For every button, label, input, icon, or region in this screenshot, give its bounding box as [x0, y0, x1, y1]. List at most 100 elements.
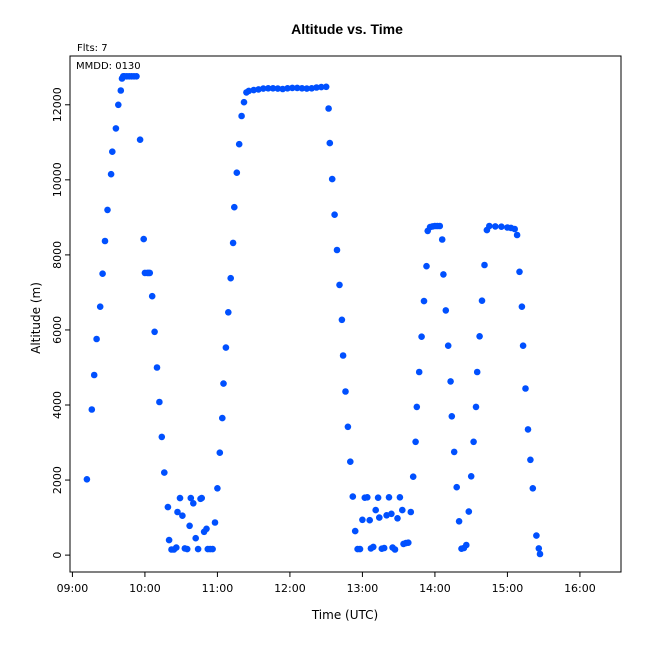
data-point — [264, 85, 272, 92]
data-point — [83, 476, 91, 483]
data-point — [478, 297, 486, 305]
data-point — [176, 494, 184, 502]
data-point — [225, 309, 232, 316]
data-point — [161, 469, 168, 476]
data-point — [140, 235, 147, 243]
data-point — [322, 83, 330, 91]
data-point — [220, 380, 227, 387]
y-tick-label: 12000 — [51, 87, 64, 122]
data-point — [231, 203, 238, 211]
data-point — [318, 83, 325, 91]
data-point — [179, 512, 186, 519]
data-point — [413, 403, 421, 411]
data-point — [198, 494, 205, 502]
data-point — [423, 262, 430, 270]
data-point — [245, 87, 253, 95]
data-point — [356, 545, 364, 553]
data-point — [448, 413, 456, 420]
data-point — [394, 515, 401, 522]
y-tick-label: 0 — [51, 552, 64, 559]
data-point — [444, 342, 452, 350]
data-point — [516, 268, 523, 276]
data-point — [440, 271, 447, 278]
data-point — [372, 506, 380, 514]
x-tick-label: 09:00 — [57, 582, 89, 595]
data-point — [93, 335, 100, 343]
data-point — [284, 85, 291, 92]
data-point — [214, 485, 221, 492]
x-tick-label: 11:00 — [202, 582, 234, 595]
data-point — [331, 211, 338, 218]
data-point — [527, 456, 534, 464]
data-point — [325, 105, 332, 112]
y-tick-label: 10000 — [51, 162, 64, 197]
data-point — [117, 87, 125, 94]
data-point — [183, 545, 191, 553]
data-point — [336, 281, 343, 289]
chart-title: Altitude vs. Time — [291, 21, 403, 37]
data-point — [463, 541, 470, 549]
data-point — [235, 140, 243, 148]
plot-frame — [69, 55, 622, 573]
data-point — [101, 237, 109, 245]
data-point — [522, 385, 529, 392]
data-point — [211, 519, 219, 526]
data-point — [396, 494, 404, 501]
x-axis-title: Time (UTC) — [311, 608, 378, 622]
data-point — [415, 368, 423, 376]
data-point — [96, 303, 104, 311]
data-point — [289, 84, 296, 92]
data-point — [536, 550, 544, 558]
data-point — [388, 510, 395, 518]
data-point — [407, 508, 415, 516]
data-point — [209, 545, 216, 553]
data-point — [344, 423, 352, 431]
data-point — [274, 85, 282, 92]
data-point — [359, 516, 366, 524]
data-point — [233, 169, 241, 176]
x-tick-label: 10:00 — [129, 582, 161, 595]
data-points — [83, 73, 544, 558]
data-point — [303, 85, 311, 92]
data-point — [455, 518, 463, 525]
data-point — [513, 231, 521, 239]
data-point — [203, 525, 210, 533]
y-axis: 0 2000 4000 6000 8000 10000 12000 — [51, 87, 70, 559]
data-point — [473, 368, 481, 376]
data-point — [409, 473, 417, 481]
data-point — [153, 364, 161, 371]
data-point — [467, 473, 475, 480]
data-point — [535, 545, 543, 552]
data-point — [240, 98, 248, 106]
data-point — [442, 307, 450, 314]
data-point — [420, 297, 428, 305]
y-tick-label: 4000 — [51, 391, 64, 419]
data-point — [450, 448, 458, 456]
data-point — [164, 503, 172, 511]
y-tick-label: 2000 — [51, 466, 64, 494]
data-point — [453, 483, 461, 491]
data-point — [349, 493, 357, 500]
data-point — [385, 494, 393, 501]
data-point — [364, 494, 371, 501]
data-point — [376, 514, 383, 521]
data-point — [173, 544, 180, 551]
data-point — [447, 378, 454, 385]
data-point — [99, 270, 106, 278]
data-point — [227, 274, 234, 282]
date-label: MMDD: 0130 — [76, 61, 141, 72]
data-point — [104, 206, 111, 214]
data-point — [216, 449, 224, 457]
data-point — [347, 458, 354, 466]
data-point — [370, 543, 377, 551]
data-point — [186, 522, 193, 530]
y-axis-title: Altitude (m) — [29, 282, 43, 354]
data-point — [88, 406, 96, 413]
y-tick-label: 6000 — [51, 316, 64, 344]
data-point — [158, 433, 166, 441]
data-point — [529, 485, 537, 492]
data-point — [187, 494, 195, 502]
data-point — [269, 85, 277, 92]
data-point — [399, 506, 406, 514]
